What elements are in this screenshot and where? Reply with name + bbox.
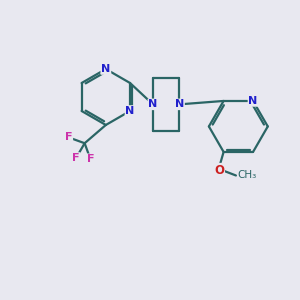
Text: F: F xyxy=(87,154,94,164)
Text: O: O xyxy=(214,164,224,177)
Text: N: N xyxy=(148,99,158,110)
Text: CH₃: CH₃ xyxy=(238,170,257,181)
Text: N: N xyxy=(125,106,135,116)
Text: N: N xyxy=(175,99,184,110)
Text: N: N xyxy=(248,96,258,106)
Text: N: N xyxy=(101,64,110,74)
Text: F: F xyxy=(65,132,72,142)
Text: F: F xyxy=(72,153,80,163)
